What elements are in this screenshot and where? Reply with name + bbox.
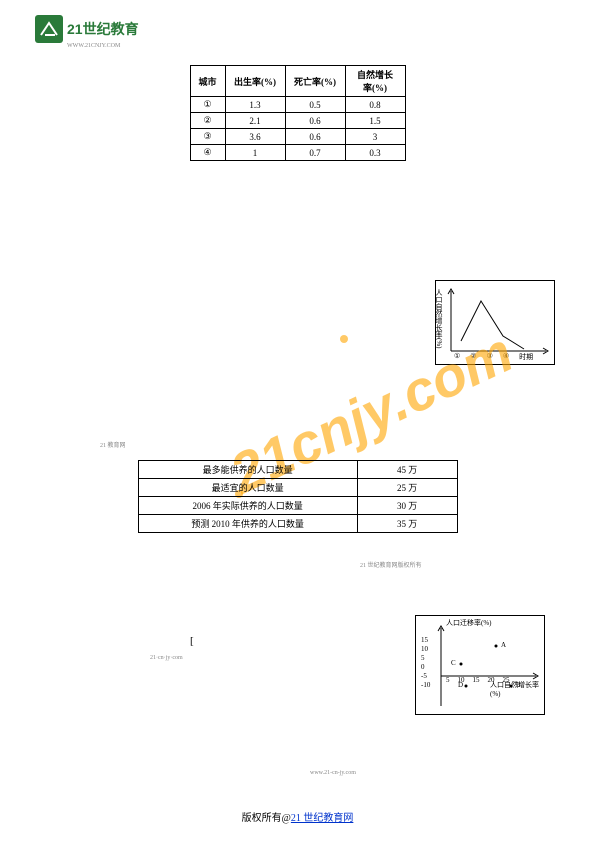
- micro-text: 21 教育网: [100, 440, 126, 449]
- th-city: 城市: [190, 66, 225, 97]
- cell: 0.5: [285, 97, 345, 113]
- xtick: ③: [487, 352, 493, 362]
- cell: 3.6: [225, 129, 285, 145]
- city-rate-table: 城市 出生率(%) 死亡率(%) 自然增长率(%) ①1.30.50.8 ②2.…: [190, 65, 406, 161]
- th-death: 死亡率(%): [285, 66, 345, 97]
- xtick: 15: [473, 676, 480, 684]
- cell: 2006 年实际供养的人口数量: [138, 497, 357, 515]
- micro-text: 21·cn·jy·com: [150, 655, 183, 661]
- table-row: ③3.60.63: [190, 129, 405, 145]
- xtick: 5: [446, 676, 450, 684]
- th-growth: 自然增长率(%): [345, 66, 405, 97]
- footer-link[interactable]: 21 世纪教育网: [291, 813, 354, 824]
- th-birth: 出生率(%): [225, 66, 285, 97]
- population-table: 最多能供养的人口数量45 万 最适宜的人口数量25 万 2006 年实际供养的人…: [138, 460, 458, 533]
- point-label: C: [451, 659, 456, 667]
- chart2-title: 人口迁移率(%): [446, 618, 492, 628]
- ytick: -10: [421, 681, 430, 690]
- cell: 25 万: [357, 479, 457, 497]
- cell: 最适宜的人口数量: [138, 479, 357, 497]
- growth-line-chart: 人口自然增长率(%) ① ② ③ ④ 时期: [435, 280, 555, 365]
- table-row: ②2.10.61.5: [190, 113, 405, 129]
- bracket: [: [190, 635, 194, 647]
- logo-icon: [35, 15, 63, 43]
- cell: 0.8: [345, 97, 405, 113]
- point-label: A: [501, 641, 506, 649]
- x-axis-label: 人口自然增长率(%): [490, 680, 540, 698]
- table2-wrap: 最多能供养的人口数量45 万 最适宜的人口数量25 万 2006 年实际供养的人…: [0, 460, 595, 533]
- watermark-dot: [340, 335, 348, 343]
- cell: 1: [225, 145, 285, 161]
- xtick: ④: [503, 352, 509, 362]
- logo-title: 21世纪教育: [67, 19, 139, 39]
- cell: ④: [190, 145, 225, 161]
- cell: 0.6: [285, 129, 345, 145]
- footer-prefix: 版权所有@: [242, 813, 291, 824]
- cell: ②: [190, 113, 225, 129]
- ytick: 10: [421, 645, 430, 654]
- micro-text: 21 世纪教育网版权所有: [360, 560, 422, 569]
- point-label: D: [458, 681, 463, 689]
- migration-scatter-chart: 人口迁移率(%) 15 10 5 0 -5 -10 5 10 15 20 25 …: [415, 615, 545, 715]
- cell: ③: [190, 129, 225, 145]
- point-label: B: [516, 681, 521, 689]
- logo-subtitle: WWW.21CNJY.COM: [67, 43, 120, 49]
- ytick: 15: [421, 636, 430, 645]
- cell: 3: [345, 129, 405, 145]
- xtick: ①: [454, 352, 460, 362]
- table-row: ④10.70.3: [190, 145, 405, 161]
- xtick: 时期: [519, 352, 533, 362]
- ytick: 0: [421, 663, 430, 672]
- ytick: 5: [421, 654, 430, 663]
- table1-wrap: 城市 出生率(%) 死亡率(%) 自然增长率(%) ①1.30.50.8 ②2.…: [0, 65, 595, 161]
- cell: 0.6: [285, 113, 345, 129]
- cell: 45 万: [357, 461, 457, 479]
- table-row: 最适宜的人口数量25 万: [138, 479, 457, 497]
- xtick: ②: [470, 352, 476, 362]
- cell: 0.7: [285, 145, 345, 161]
- table-row: 2006 年实际供养的人口数量30 万: [138, 497, 457, 515]
- cell: 0.3: [345, 145, 405, 161]
- brand-logo: 21世纪教育 WWW.21CNJY.COM: [35, 15, 139, 43]
- cell: 最多能供养的人口数量: [138, 461, 357, 479]
- micro-text: www.21-cn-jy.com: [310, 770, 356, 776]
- x-axis-labels: ① ② ③ ④ 时期: [454, 352, 533, 362]
- y-axis-label: 人口自然增长率(%): [434, 289, 444, 349]
- cell: 30 万: [357, 497, 457, 515]
- cell: 35 万: [357, 515, 457, 533]
- cell: 预测 2010 年供养的人口数量: [138, 515, 357, 533]
- y-ticks: 15 10 5 0 -5 -10: [421, 636, 430, 690]
- cell: 2.1: [225, 113, 285, 129]
- table-row: ①1.30.50.8: [190, 97, 405, 113]
- cell: 1.3: [225, 97, 285, 113]
- table-row: 最多能供养的人口数量45 万: [138, 461, 457, 479]
- cell: 1.5: [345, 113, 405, 129]
- table-row: 预测 2010 年供养的人口数量35 万: [138, 515, 457, 533]
- page-footer: 版权所有@21 世纪教育网: [0, 809, 595, 824]
- cell: ①: [190, 97, 225, 113]
- ytick: -5: [421, 672, 430, 681]
